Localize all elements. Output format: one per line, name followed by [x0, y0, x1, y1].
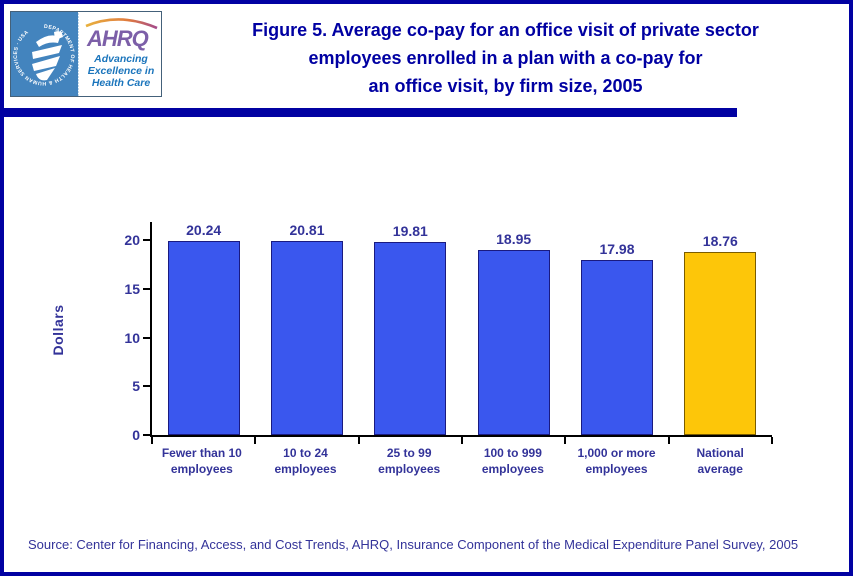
hhs-eagle-icon	[32, 31, 63, 81]
bar	[374, 241, 447, 435]
x-axis-category-label: 100 to 999 employees	[461, 445, 565, 477]
x-axis-tick	[771, 437, 773, 444]
y-axis-tick	[143, 287, 150, 290]
figure-title-line-1: Figure 5. Average co-pay for an office v…	[252, 20, 759, 40]
y-axis-title: Dollars	[50, 304, 66, 356]
x-axis-labels: Fewer than 10 employees 10 to 24 employees 2…	[150, 445, 772, 477]
header-divider-bar	[4, 108, 737, 117]
x-axis-tick	[667, 437, 670, 444]
x-axis-tick	[357, 437, 360, 444]
ahrq-logo: DEPARTMENT OF HEALTH & HUMAN SERVICES · …	[10, 11, 162, 97]
y-axis-tick	[143, 385, 150, 388]
x-axis-category-label: 25 to 99 employees	[357, 445, 461, 477]
bar	[580, 259, 653, 435]
x-axis-category-label-line: employees	[170, 462, 233, 476]
x-axis-category-label-line: 10 to 24	[283, 446, 328, 460]
bar-value-label: 18.95	[496, 231, 532, 248]
logo-border	[10, 11, 162, 97]
bar	[270, 241, 343, 435]
x-axis-category-label-line: employees	[481, 462, 544, 476]
bar-value-label: 20.24	[186, 222, 222, 238]
ahrq-tagline: Advancing Excellence in Health Care	[88, 53, 155, 89]
y-axis-tick	[143, 336, 150, 339]
y-axis-tick-label: 5	[132, 378, 140, 395]
bar-value-label: 20.81	[289, 222, 325, 238]
x-axis-tick	[461, 437, 463, 444]
x-axis-category-label-line: 1,000 or more	[577, 446, 656, 460]
bar-group: 20.24	[152, 222, 255, 435]
x-axis-category-label-line: Fewer than 10	[161, 446, 242, 460]
x-axis-tick	[151, 437, 153, 444]
x-axis-category-label: 1,000 or more employees	[565, 445, 669, 477]
bar-group: 20.81	[255, 222, 358, 435]
y-axis-tick-label: 15	[124, 280, 140, 297]
y-axis-tick-label: 20	[124, 232, 140, 248]
x-axis-category-label: Fewer than 10 employees	[150, 445, 254, 477]
x-axis-tick	[254, 437, 257, 444]
bar-group: 18.76	[669, 222, 772, 435]
x-axis-category-label-line: employees	[378, 462, 441, 476]
y-axis-tick	[143, 239, 150, 241]
bar	[167, 241, 240, 435]
figure-title-line-2: employees enrolled in a plan with a co-p…	[308, 48, 703, 68]
y-axis-tick-label: 10	[124, 329, 140, 346]
x-axis-category-label-line: employees	[274, 462, 337, 476]
source-note: Source: Center for Financing, Access, an…	[28, 537, 799, 552]
bar-group: 19.81	[359, 222, 462, 435]
x-axis-category-label: 10 to 24 employees	[254, 445, 358, 477]
ahrq-wordmark: AHRQ	[86, 26, 149, 51]
x-axis-category-label: National average	[668, 445, 772, 477]
x-axis-category-label-line: National	[696, 446, 744, 460]
x-axis-category-label-line: employees	[585, 462, 648, 476]
figure-title-line-3: an office visit, by firm size, 2005	[368, 76, 643, 96]
bar	[684, 252, 757, 435]
bar-value-label: 18.76	[702, 233, 738, 250]
x-axis-category-label-line: 100 to 999	[483, 446, 542, 460]
bar-value-label: 19.81	[392, 222, 428, 239]
x-axis-tick	[564, 437, 567, 444]
y-axis-tick	[143, 434, 150, 436]
bar-group: 17.98	[565, 222, 668, 435]
tagline-line-3: Health Care	[92, 77, 151, 89]
y-axis-tick-label: 0	[132, 427, 140, 443]
ahrq-arc-icon	[85, 18, 158, 30]
bar	[477, 250, 550, 435]
x-axis-category-label-line: 25 to 99	[386, 446, 432, 460]
figure-title: Figure 5. Average co-pay for an office v…	[170, 16, 841, 100]
tagline-line-1: Advancing	[93, 53, 148, 65]
x-axis-category-label-line: average	[697, 462, 743, 476]
bar-value-label: 17.98	[599, 240, 635, 257]
tagline-line-2: Excellence in	[88, 65, 155, 77]
bar-group: 18.95	[462, 222, 565, 435]
plot-area: 0 5 10 15 20 20.24 20.81 19.81 18.95 17.98 18.76	[124, 222, 773, 444]
